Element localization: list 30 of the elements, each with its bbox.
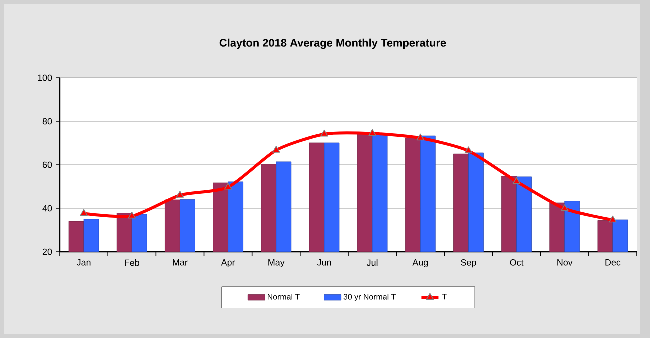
- x-tick-label: Dec: [606, 260, 621, 266]
- point: [272, 146, 280, 153]
- point: [224, 183, 232, 190]
- y-tick-label: 60: [42, 162, 52, 168]
- point: [561, 204, 569, 212]
- x-tick-label: Aug: [412, 260, 428, 268]
- point: [80, 209, 88, 216]
- y-tick-label: 20: [42, 248, 52, 256]
- x-tick-label: May: [268, 260, 285, 268]
- point: [128, 212, 136, 219]
- x-tick-label: Apr: [221, 260, 236, 268]
- x-tick-label: Nov: [558, 260, 573, 266]
- y-tick-label: 40: [42, 205, 52, 212]
- x-tick-label: Jun: [317, 260, 332, 266]
- x-tick-label: Jan: [76, 260, 91, 266]
- point: [464, 146, 473, 154]
- point: [368, 129, 376, 136]
- y-tick-label: 100: [38, 74, 52, 82]
- point: [609, 216, 617, 223]
- x-tick-label: Jul: [366, 260, 378, 266]
- point: [416, 134, 424, 141]
- x-tick-label: Oct: [510, 260, 524, 266]
- point: [320, 130, 328, 137]
- x-tick-label: Mar: [173, 260, 188, 266]
- chart-title: Clayton 2018 Average Monthly Temperature: [220, 38, 446, 50]
- point: [176, 191, 184, 198]
- x-tick-label: Feb: [125, 260, 140, 266]
- point: [512, 177, 521, 184]
- x-tick-label: Sep: [461, 260, 476, 268]
- y-tick-label: 80: [42, 118, 52, 125]
